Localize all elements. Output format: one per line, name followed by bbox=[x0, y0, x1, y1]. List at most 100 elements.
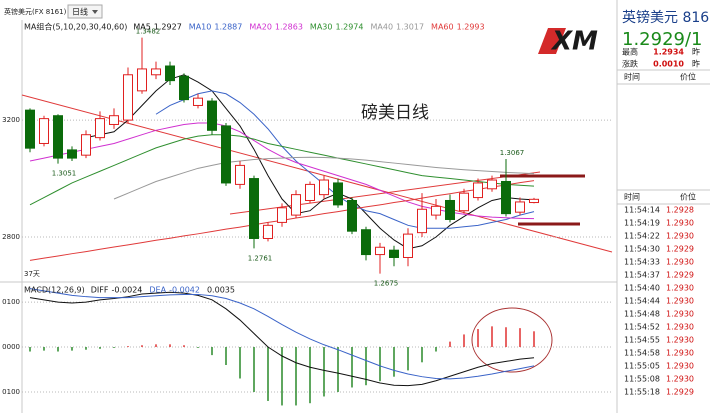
column-header: 价位 bbox=[680, 192, 696, 202]
tick-price: 1.2929 bbox=[666, 388, 694, 397]
macd-bar bbox=[309, 347, 311, 404]
price-label: 1.2675 bbox=[374, 280, 399, 288]
tick-price: 1.2928 bbox=[666, 206, 694, 215]
candle-body bbox=[151, 68, 161, 76]
macd-bar bbox=[463, 334, 465, 348]
tick-price: 1.2930 bbox=[666, 375, 694, 384]
tick-time: 11:55:18 bbox=[624, 388, 660, 397]
legend-name: DEA bbox=[149, 286, 166, 295]
tick-time: 11:54:33 bbox=[624, 258, 660, 267]
tick-time: 11:54:44 bbox=[624, 297, 660, 306]
tick-price: 1.2930 bbox=[666, 310, 694, 319]
legend-value: -0.0042 bbox=[169, 286, 200, 295]
candle-body bbox=[347, 199, 357, 232]
macd-bar bbox=[169, 344, 171, 348]
legend-title: MA组合(5,10,20,30,40,60) bbox=[24, 22, 127, 32]
macd-bar bbox=[211, 347, 213, 356]
candle-body bbox=[263, 224, 273, 239]
period[interactable]: 日线 bbox=[72, 7, 88, 17]
macd-bar bbox=[267, 347, 269, 401]
legend-value: 1.2927 bbox=[154, 23, 182, 32]
ma-line bbox=[113, 156, 535, 200]
tick-time: 11:54:19 bbox=[624, 219, 660, 228]
macd-bar bbox=[113, 347, 115, 348]
trend-line bbox=[21, 94, 613, 253]
chart-title: 磅美日线 bbox=[361, 103, 429, 123]
candle-body bbox=[529, 198, 539, 204]
highlight-ellipse bbox=[471, 307, 553, 373]
candle-body bbox=[67, 149, 77, 159]
dropdown-arrow[interactable] bbox=[92, 10, 98, 14]
candle-body bbox=[403, 233, 413, 258]
legend-name: MA30 bbox=[310, 23, 333, 32]
candle-body bbox=[81, 134, 91, 156]
tick-time: 11:54:48 bbox=[624, 310, 660, 319]
tick-time: 11:54:22 bbox=[624, 232, 660, 241]
column-header: 价位 bbox=[680, 72, 696, 82]
legend-value: 1.2993 bbox=[457, 23, 485, 32]
tick-price: 1.2930 bbox=[666, 258, 694, 267]
legend-name: MA20 bbox=[249, 23, 272, 32]
ma-line bbox=[29, 288, 535, 380]
candle-body bbox=[305, 183, 315, 201]
candle-body bbox=[95, 118, 105, 139]
tick-time: 11:54:52 bbox=[624, 323, 660, 332]
legend-name: MA10 bbox=[189, 23, 212, 32]
macd-bar bbox=[295, 347, 297, 406]
macd-bar bbox=[155, 344, 157, 348]
macd-bar bbox=[99, 347, 101, 349]
tick-price: 1.2930 bbox=[666, 336, 694, 345]
tick-time: 11:55:05 bbox=[624, 362, 660, 371]
macd-bar bbox=[519, 328, 521, 348]
candle-body bbox=[417, 208, 427, 234]
quote-value: 1.2934 bbox=[653, 48, 684, 57]
macd-bar bbox=[239, 347, 241, 379]
macd-bar bbox=[491, 326, 493, 348]
y-tick-label: 0100 bbox=[2, 298, 20, 306]
legend-value: 1.2863 bbox=[275, 23, 303, 32]
price-label: 1.3067 bbox=[500, 149, 525, 157]
macd-bar bbox=[253, 347, 255, 392]
tick-time: 11:54:37 bbox=[624, 271, 660, 280]
y-tick-label: 3200 bbox=[2, 116, 20, 124]
candle-body bbox=[389, 249, 399, 258]
logo: XM bbox=[550, 27, 598, 57]
candle-body bbox=[291, 194, 301, 216]
candle-body bbox=[207, 100, 217, 131]
candle-body bbox=[221, 125, 231, 184]
macd-bar bbox=[379, 347, 381, 382]
column-header: 时间 bbox=[624, 192, 640, 202]
legend-name: MA5 bbox=[133, 23, 150, 32]
macd-bar bbox=[127, 346, 129, 348]
period-select[interactable] bbox=[67, 4, 103, 19]
y-tick-label: 2800 bbox=[2, 233, 20, 241]
macd-bar bbox=[337, 347, 339, 392]
tick-price: 1.2929 bbox=[666, 271, 694, 280]
macd-bar bbox=[57, 347, 59, 352]
quote-price: 1.2929/1 bbox=[622, 29, 703, 50]
candle-body bbox=[501, 180, 511, 215]
macd-bar bbox=[505, 327, 507, 348]
price-label: 1.3051 bbox=[52, 170, 77, 178]
logo-mark bbox=[538, 28, 566, 54]
candle-body bbox=[277, 207, 287, 223]
candle-body bbox=[473, 182, 483, 199]
tick-time: 11:54:55 bbox=[624, 336, 660, 345]
legend-value: 1.2887 bbox=[214, 23, 242, 32]
candle-body bbox=[165, 65, 175, 82]
tick-price: 1.2930 bbox=[666, 219, 694, 228]
period-label: 37天 bbox=[24, 270, 40, 278]
legend-value: 1.2974 bbox=[335, 23, 363, 32]
macd-bar bbox=[29, 347, 31, 352]
quote-value: 0.0010 bbox=[653, 60, 684, 69]
legend-value: 1.3017 bbox=[396, 23, 424, 32]
macd-bar bbox=[533, 331, 535, 348]
y-tick-label: 0100 bbox=[2, 388, 20, 396]
tick-price: 1.2929 bbox=[666, 245, 694, 254]
tick-time: 11:54:58 bbox=[624, 349, 660, 358]
macd-bar bbox=[351, 347, 353, 388]
candle-body bbox=[445, 199, 455, 220]
tick-price: 1.2930 bbox=[666, 232, 694, 241]
ma-line bbox=[29, 134, 535, 206]
